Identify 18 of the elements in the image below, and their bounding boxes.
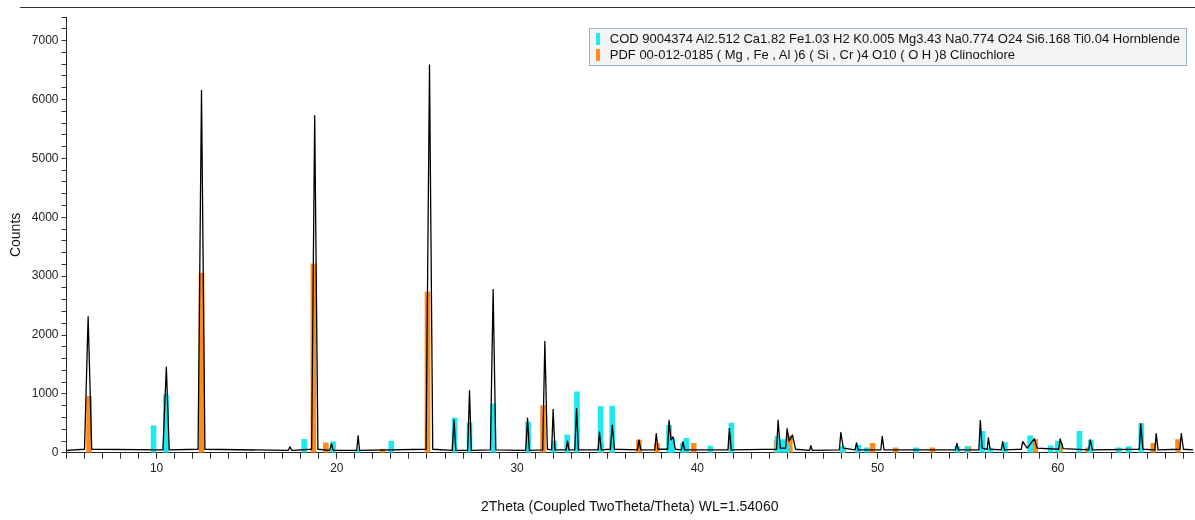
y-tick-label: 6000 (31, 91, 59, 106)
y-axis-title: Counts (7, 212, 24, 258)
y-tick-label: 0 (51, 445, 59, 460)
y-tick-label: 2000 (31, 327, 59, 342)
x-tick-label: 60 (1051, 461, 1065, 476)
x-axis-title: 2Theta (Coupled TwoTheta/Theta) WL=1.54060 (481, 498, 779, 515)
x-tick-label: 40 (690, 461, 705, 476)
y-tick-label: 1000 (31, 386, 59, 401)
x-tick-label: 30 (510, 461, 525, 476)
y-tick-label: 4000 (31, 209, 59, 224)
y-tick-label: 5000 (31, 150, 59, 165)
legend-label: COD 9004374 Al2.512 Ca1.82 Fe1.03 H2 K0.005 Mg3.43 Na0.774 O24 Si6.168 Ti0.04 Hornblende (609, 31, 1180, 47)
x-tick-label: 20 (330, 461, 344, 476)
y-tick-label: 3000 (31, 268, 59, 283)
x-tick-label: 50 (870, 461, 885, 476)
y-tick-label: 7000 (31, 32, 59, 47)
x-tick-label: 10 (149, 461, 164, 476)
legend-label: PDF 00-012-0185 ( Mg , Fe , Al )6 ( Si , Cr )4 O10 ( O H )8 Clinochlore (609, 47, 1016, 63)
